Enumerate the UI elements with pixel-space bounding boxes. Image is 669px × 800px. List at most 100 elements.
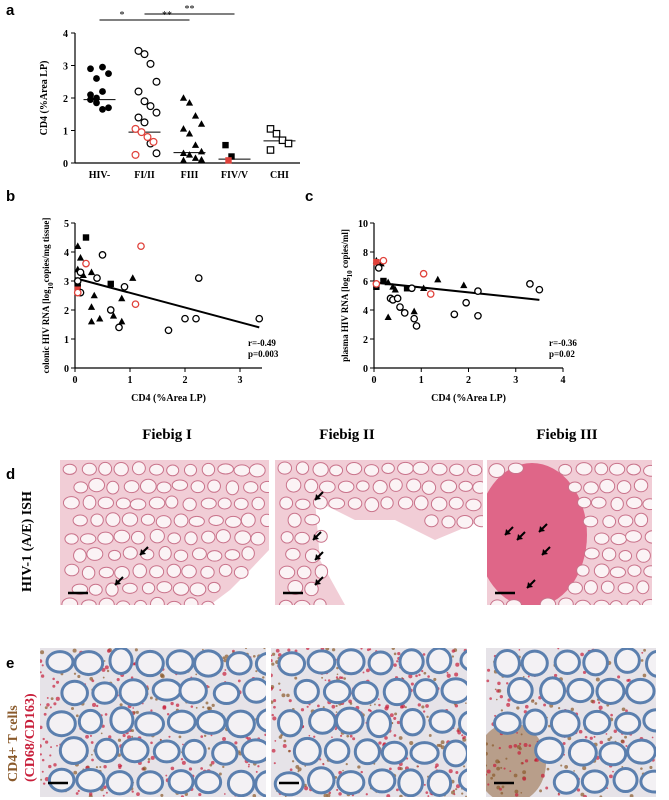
stained-cell xyxy=(377,698,380,700)
crypt xyxy=(549,709,581,738)
crypt xyxy=(241,546,255,561)
stained-cell xyxy=(237,679,241,683)
ish-micrograph-fiebig-1 xyxy=(60,460,269,605)
arrow-head-icon xyxy=(315,579,321,585)
stained-cell xyxy=(181,760,186,765)
data-point xyxy=(284,139,293,148)
stained-cell xyxy=(516,744,521,749)
crypt xyxy=(457,710,467,736)
stained-cell xyxy=(394,712,398,716)
data-point xyxy=(131,300,140,309)
stained-cell xyxy=(573,770,575,772)
stained-cell xyxy=(328,791,332,795)
arrow-head-icon xyxy=(517,534,523,540)
stained-cell xyxy=(188,767,193,771)
stained-cell xyxy=(178,735,182,739)
stained-cell xyxy=(360,648,363,650)
stained-cell xyxy=(252,794,257,797)
crypt xyxy=(115,497,131,510)
stained-cell xyxy=(200,767,203,770)
stained-cell xyxy=(597,701,601,704)
crypt xyxy=(150,596,165,605)
stained-cell xyxy=(516,706,520,710)
y-tick-label: 6 xyxy=(363,277,368,288)
stained-cell xyxy=(495,759,500,764)
crypt xyxy=(215,529,231,544)
crypt xyxy=(602,515,617,529)
crypt xyxy=(643,464,652,477)
stained-cell xyxy=(560,764,563,767)
stained-cell xyxy=(557,648,560,650)
stained-cell xyxy=(331,704,336,709)
stained-cell xyxy=(147,760,151,764)
column-header-fiebig-2: Fiebig II xyxy=(319,427,375,443)
crypt xyxy=(86,547,104,561)
stained-cell xyxy=(46,703,50,707)
crypt xyxy=(382,677,412,707)
stained-cell xyxy=(455,662,460,667)
crypt xyxy=(534,736,565,764)
data-point xyxy=(374,264,383,272)
crypt xyxy=(575,462,593,476)
crypt xyxy=(118,678,149,707)
crypt xyxy=(642,708,656,733)
crypt xyxy=(277,651,307,677)
infected-lymphoid-aggregate xyxy=(487,463,587,605)
data-point xyxy=(99,105,106,113)
stained-cell xyxy=(399,794,403,797)
stained-cell xyxy=(642,673,647,678)
stained-cell xyxy=(40,650,45,655)
stained-cell xyxy=(384,736,388,740)
stained-cell xyxy=(248,763,250,766)
crypt xyxy=(368,768,397,794)
stained-cell xyxy=(326,793,331,797)
data-point xyxy=(460,281,468,289)
crypt xyxy=(280,531,294,544)
stained-cell xyxy=(427,795,430,797)
data-point xyxy=(179,156,188,164)
stained-cell xyxy=(150,741,153,745)
stained-cell xyxy=(518,742,522,746)
stained-cell xyxy=(134,648,138,652)
crypt xyxy=(167,769,195,795)
stained-cell xyxy=(234,741,238,745)
crypt xyxy=(617,514,634,528)
stained-cell xyxy=(278,735,283,739)
crypt xyxy=(184,531,198,546)
stained-cell xyxy=(599,740,604,745)
stained-cell xyxy=(282,743,287,748)
crypt xyxy=(47,767,76,793)
crypt xyxy=(98,461,113,476)
stained-cell xyxy=(150,755,155,760)
stained-cell xyxy=(417,703,421,707)
data-point xyxy=(137,128,146,137)
x-tick-label: 4 xyxy=(561,375,566,386)
stained-cell xyxy=(418,673,421,677)
stained-cell xyxy=(291,760,295,763)
stained-cell xyxy=(52,677,55,681)
stained-cell xyxy=(580,652,584,657)
crypt xyxy=(490,599,505,605)
stained-cell xyxy=(91,753,93,756)
stained-cell xyxy=(455,770,459,774)
data-point xyxy=(99,63,106,71)
stained-cell xyxy=(77,789,80,793)
arrow-head-icon xyxy=(542,549,548,555)
stained-cell xyxy=(90,741,94,744)
stained-cell xyxy=(99,765,102,768)
stained-cell xyxy=(500,709,504,712)
stained-cell xyxy=(486,773,488,776)
significance-label: * xyxy=(120,10,125,21)
lumen-space xyxy=(210,550,269,605)
crypt xyxy=(287,512,302,528)
data-point xyxy=(118,317,126,325)
stained-cell xyxy=(461,792,464,795)
crypt xyxy=(88,583,103,596)
stained-cell xyxy=(436,743,440,747)
stained-cell xyxy=(421,670,424,673)
stained-cell xyxy=(331,736,333,739)
stained-cell xyxy=(255,770,258,773)
data-point xyxy=(197,147,206,155)
stained-cell xyxy=(486,751,488,756)
stained-cell xyxy=(73,770,78,775)
